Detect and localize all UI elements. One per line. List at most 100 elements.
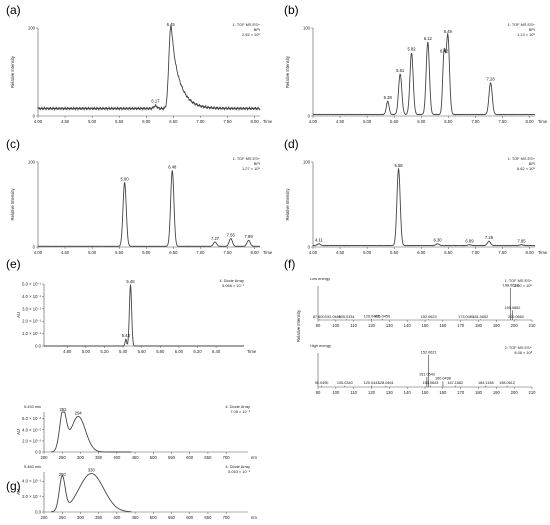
series-line	[37, 170, 261, 247]
x-tick-label: 5.50	[390, 119, 399, 124]
info-line: 2.00 × 10⁵	[514, 283, 532, 288]
mz-label: 126.0450	[374, 315, 390, 319]
panel-label: (d)	[284, 137, 299, 151]
peak-label: 6.48	[168, 165, 177, 170]
x-tick-label: 500	[150, 515, 158, 520]
peak-label: 294	[75, 410, 83, 415]
spectrum-title: High energy	[310, 343, 331, 348]
peak-label: 252	[59, 407, 67, 412]
mz-label: 200.0660	[508, 315, 524, 319]
x-tick-label: 210	[529, 390, 537, 395]
info-line: 5.053 × 10⁻¹	[228, 469, 251, 474]
x-tick-label: 500	[150, 455, 158, 460]
chart-b: (b) 4.00 4.50 5.00 5.50 6.00 6.50 7.00 7.50 8.00 T…	[284, 3, 548, 124]
y-tick-label: 100	[28, 26, 36, 31]
mz-label: 181.0652	[472, 315, 488, 319]
x-tick-label: 350	[95, 515, 103, 520]
x-tick-label: 110	[350, 390, 357, 395]
x-tick-label: 7.00	[471, 250, 480, 255]
x-tick-label: 6.50	[444, 250, 453, 255]
peak-label: 5.38	[384, 95, 393, 100]
x-tick-label: 6.20	[193, 349, 202, 354]
y-axis-title: Relative Intensity	[296, 309, 301, 342]
mz-label: 198.0612	[499, 381, 515, 385]
y-tick-label: 2.0 × 10⁻²	[22, 438, 41, 443]
x-tick-label: 7.50	[223, 119, 232, 124]
x-tick-label: 5.50	[115, 250, 124, 255]
info-line: 2: TOF MS ES+	[505, 345, 533, 350]
mz-label: 167.1682	[447, 381, 463, 385]
series-line	[44, 283, 244, 347]
x-tick-label: 110	[350, 323, 357, 328]
info-line: 2.55 × 10⁵	[242, 32, 260, 37]
x-axis-title: Time	[247, 349, 257, 354]
info-line: 4: Diode Array	[219, 278, 244, 283]
chart-e: (e) 4.80 5.00 5.20 5.40 5.60 5.80 6.00 6.20 6.40 T…	[6, 257, 257, 354]
x-tick-label: 90	[316, 390, 321, 395]
y-tick-label: 0	[33, 245, 36, 250]
x-tick-label: 650	[204, 515, 212, 520]
chart-c: (c) 4.00 4.50 5.00 5.50 6.00 6.50 7.00 7.50 8.00 T…	[6, 137, 273, 255]
peak-label: 7.89	[245, 234, 254, 239]
x-tick-label: 4.50	[336, 250, 345, 255]
x-tick-label: 400	[113, 455, 121, 460]
x-tick-label: 170	[457, 323, 465, 328]
x-tick-label: 130	[386, 390, 394, 395]
x-tick-label: 400	[113, 515, 121, 520]
info-line: 1.27 × 10⁵	[242, 166, 260, 171]
y-tick-label: 4.0 × 10⁻¹	[22, 479, 41, 484]
peak-label: 7.56	[227, 233, 236, 238]
mz-label: 120.0443	[364, 381, 380, 385]
x-tick-label: 7.00	[471, 119, 480, 124]
x-tick-label: 450	[132, 455, 140, 460]
peak-label: 6.17	[151, 99, 160, 104]
y-axis-title: AU	[16, 429, 21, 435]
peak-label: 5.48	[126, 279, 135, 284]
x-tick-label: 200	[511, 390, 519, 395]
mz-label: 152.0623	[421, 315, 437, 319]
peak-label: 4.11	[315, 238, 324, 243]
info-line: 1.13 × 10⁶	[517, 32, 535, 37]
x-tick-label: 140	[404, 323, 412, 328]
x-tick-label: 4.00	[309, 250, 318, 255]
panel-label: (b)	[284, 3, 299, 17]
peak-label: 5.82	[407, 47, 416, 52]
info-line: 6.62 × 10⁵	[517, 166, 535, 171]
x-tick-label: 90	[316, 323, 321, 328]
panel-label: (f)	[284, 257, 295, 271]
x-tick-label: 200	[41, 515, 49, 520]
mz-label: 160.0498	[435, 377, 451, 381]
y-tick-label: 2.0 × 10⁻¹	[22, 319, 41, 324]
x-tick-label: 200	[41, 455, 49, 460]
corner-label: 5.430 min	[24, 404, 41, 409]
x-tick-label: 700	[223, 455, 231, 460]
x-tick-label: 5.50	[390, 250, 399, 255]
peak-label: 7.85	[517, 238, 526, 243]
info-line: 1: TOF MS ES+	[508, 22, 536, 27]
x-tick-label: 6.50	[169, 250, 178, 255]
mz-label: 87.6003	[313, 315, 327, 319]
x-tick-label: 180	[475, 390, 483, 395]
x-tick-label: 250	[59, 455, 67, 460]
x-tick-label: 160	[439, 390, 447, 395]
x-tick-label: 450	[132, 515, 140, 520]
info-line: 7.08 × 10⁻²	[230, 409, 250, 414]
uv-spectrum: 200 250 300 350 400 450 500 550 600 650 700 0.0 2.0 …	[16, 404, 257, 460]
x-tick-label: 190	[493, 390, 501, 395]
x-axis-title: Time	[538, 119, 548, 124]
y-axis-title: AU	[16, 489, 21, 495]
mz-label: 92.0489	[327, 315, 341, 319]
x-tick-label: 5.00	[82, 349, 91, 354]
peak-label: 6.12	[424, 36, 433, 41]
y-axis-title: Relative Intensity	[10, 55, 15, 88]
spectrum: High energy 90 100 110 120 130 140 150 160 170 180…	[310, 343, 536, 395]
x-tick-label: 120	[368, 390, 376, 395]
mz-label: 105.0334	[339, 315, 355, 319]
x-tick-label: 210	[529, 323, 537, 328]
series-line	[312, 167, 536, 247]
peak-label: 7.27	[211, 236, 220, 241]
info-line: 1: TOF MS ES+	[505, 278, 533, 283]
x-tick-label: 5.20	[100, 349, 109, 354]
y-tick-label: 2.0 × 10⁻¹	[22, 494, 41, 499]
